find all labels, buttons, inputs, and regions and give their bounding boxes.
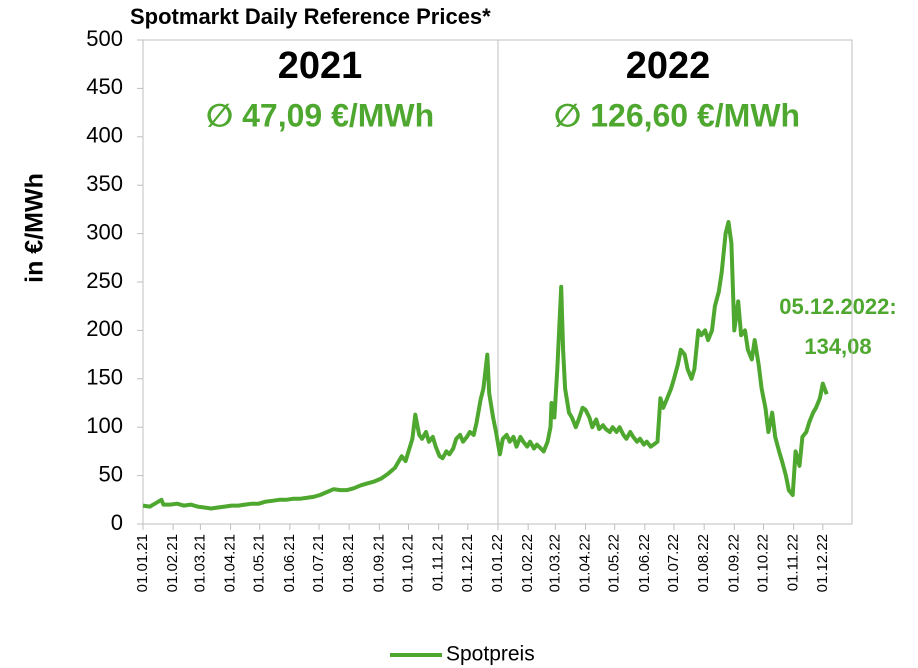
y-tick-label: 500	[86, 26, 123, 51]
x-tick-label: 01.10.22	[754, 534, 771, 592]
y-tick-label: 150	[86, 365, 123, 390]
last-value-date: 05.12.2022:	[779, 294, 896, 319]
y-tick-label: 100	[86, 413, 123, 438]
x-tick-label: 01.01.21	[134, 534, 151, 592]
x-tick-label: 01.03.21	[191, 534, 208, 592]
legend-label: Spotpreis	[446, 643, 535, 666]
x-tick-label: 01.06.21	[281, 534, 298, 592]
y-tick-label: 50	[99, 461, 123, 486]
year-label: 2022	[626, 45, 711, 87]
x-tick-label: 01.09.21	[370, 534, 387, 592]
y-tick-label: 400	[86, 123, 123, 148]
x-tick-label: 01.04.22	[576, 534, 593, 592]
x-tick-label: 01.04.21	[221, 534, 238, 592]
x-tick-label: 01.06.22	[636, 534, 653, 592]
last-value: 134,08	[804, 334, 871, 359]
average-label: ∅ 47,09 €/MWh	[206, 97, 434, 133]
x-tick-label: 01.01.22	[489, 534, 506, 592]
average-label: ∅ 126,60 €/MWh	[554, 97, 800, 133]
x-tick-label: 01.12.21	[459, 534, 476, 592]
y-tick-label: 250	[86, 268, 123, 293]
x-tick-label: 01.11.21	[430, 534, 447, 591]
y-tick-label: 200	[86, 316, 123, 341]
x-tick-label: 01.09.22	[725, 534, 742, 592]
x-tick-label: 01.03.22	[546, 534, 563, 592]
x-tick-label: 01.11.22	[785, 534, 802, 591]
x-tick-label: 01.08.22	[695, 534, 712, 592]
y-tick-label: 0	[111, 510, 123, 535]
chart-title: Spotmarkt Daily Reference Prices*	[130, 4, 491, 29]
x-tick-label: 01.12.22	[814, 534, 831, 592]
y-tick-label: 450	[86, 74, 123, 99]
x-tick-label: 01.10.21	[399, 534, 416, 592]
x-tick-label: 01.07.22	[665, 534, 682, 592]
x-tick-label: 01.05.22	[606, 534, 623, 592]
x-tick-label: 01.05.21	[251, 534, 268, 592]
y-axis-label: in €/MWh	[21, 173, 49, 283]
y-tick-label: 300	[86, 219, 123, 244]
x-tick-label: 01.07.21	[310, 534, 327, 592]
year-label: 2021	[278, 45, 363, 87]
price-line	[142, 220, 829, 511]
y-tick-label: 350	[86, 171, 123, 196]
x-tick-label: 01.02.21	[164, 534, 181, 592]
x-tick-label: 01.02.22	[519, 534, 536, 592]
x-tick-label: 01.08.21	[340, 534, 357, 592]
